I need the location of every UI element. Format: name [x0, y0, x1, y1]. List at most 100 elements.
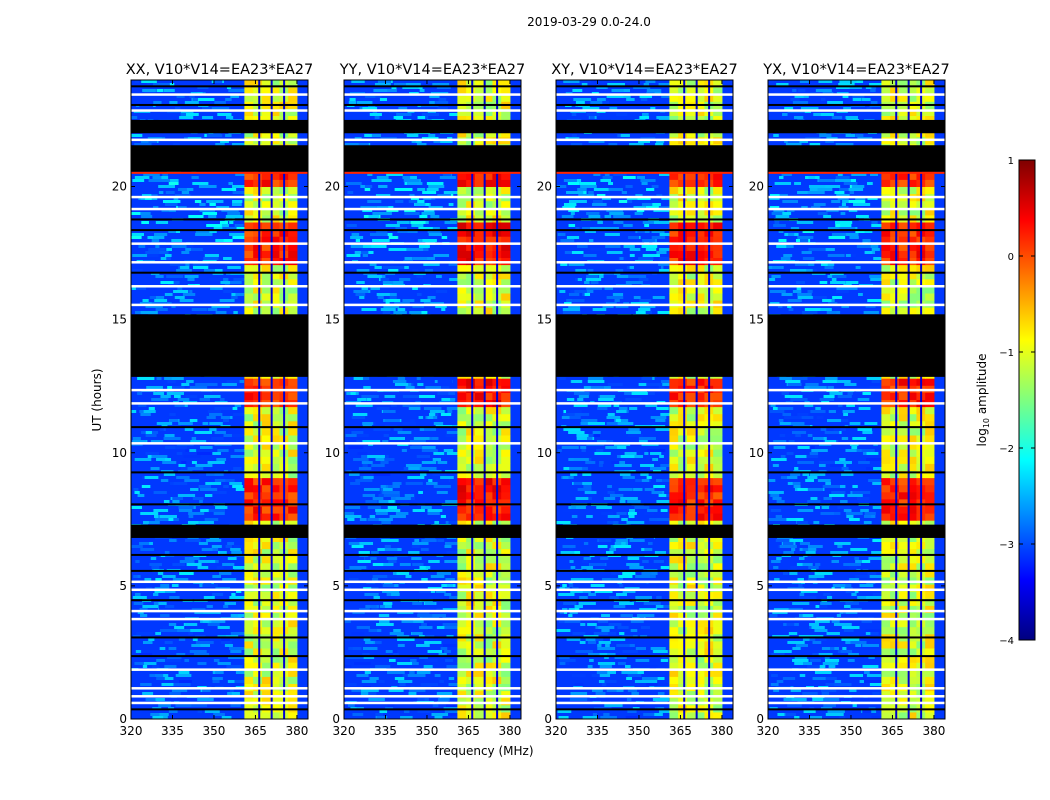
rfi-band-cell	[270, 449, 280, 457]
rfi-band-cell	[669, 392, 679, 400]
noise-speckle	[400, 80, 405, 83]
noise-speckle	[204, 395, 221, 398]
noise-speckle	[408, 404, 421, 407]
rfi-band-cell	[713, 449, 723, 457]
noise-speckle	[822, 380, 837, 383]
noise-speckle	[376, 230, 388, 233]
rfi-band-cell	[669, 87, 679, 95]
rfi-band-cell	[253, 115, 263, 124]
noise-speckle	[432, 704, 439, 707]
noise-speckle	[782, 200, 798, 203]
rfi-band-cell	[270, 662, 280, 670]
rfi-band-cell	[713, 200, 723, 209]
noise-speckle	[835, 290, 849, 293]
rfi-band-cell	[695, 648, 705, 656]
noise-speckle	[180, 266, 190, 269]
noise-speckle	[387, 704, 395, 707]
noise-speckle	[801, 311, 818, 314]
noise-speckle	[380, 89, 397, 92]
noise-speckle	[787, 140, 800, 143]
noise-speckle	[229, 482, 242, 485]
rfi-band-cell	[695, 278, 705, 287]
noise-speckle	[627, 434, 644, 437]
noise-speckle	[558, 716, 569, 719]
noise-speckle	[575, 650, 593, 653]
noise-speckle	[397, 662, 412, 665]
noise-speckle	[636, 704, 645, 707]
rfi-band-cell	[713, 463, 723, 471]
rfi-band-cell	[695, 179, 705, 187]
noise-speckle	[185, 623, 198, 626]
rfi-band-cell	[244, 541, 254, 550]
rfi-band-cell	[678, 250, 688, 258]
noise-speckle	[182, 245, 194, 248]
noise-speckle	[419, 89, 425, 92]
noise-speckle	[232, 185, 248, 188]
noise-speckle	[571, 113, 577, 116]
rfi-band-cell	[669, 222, 679, 230]
rfi-band-cell	[261, 562, 272, 571]
noise-speckle	[231, 593, 236, 596]
noise-speckle	[608, 521, 619, 524]
noise-speckle	[815, 407, 821, 410]
rfi-band-cell	[261, 271, 272, 280]
rfi-band-cell	[261, 229, 272, 237]
noise-speckle	[588, 239, 594, 242]
rfi-band-cell	[678, 406, 688, 415]
rfi-band-cell	[678, 392, 688, 400]
rfi-band-cell	[466, 456, 476, 464]
rfi-band-cell	[695, 442, 705, 450]
rfi-band-cell	[483, 690, 493, 699]
noise-speckle	[642, 239, 656, 242]
noise-speckle	[857, 428, 872, 431]
noise-speckle	[206, 224, 222, 227]
rfi-band-cell	[474, 229, 485, 237]
noise-speckle	[871, 224, 887, 227]
noise-speckle	[568, 263, 585, 266]
noise-speckle	[816, 416, 824, 419]
noise-speckle	[375, 518, 393, 521]
flagged-line	[556, 348, 733, 351]
noise-speckle	[571, 380, 583, 383]
rfi-band-cell	[686, 222, 697, 230]
noise-speckle	[426, 188, 439, 191]
noise-speckle	[604, 680, 617, 683]
noise-speckle	[156, 377, 162, 380]
rfi-band-cell	[457, 435, 467, 443]
noise-speckle	[585, 278, 602, 281]
rfi-band-cell	[288, 662, 298, 670]
noise-speckle	[384, 458, 395, 461]
rfi-band-cell	[474, 562, 485, 571]
noise-speckle	[562, 608, 568, 611]
rfi-band-cell	[244, 413, 254, 422]
noise-speckle	[606, 422, 619, 425]
noise-speckle	[787, 209, 795, 212]
noise-speckle	[438, 698, 450, 701]
noise-speckle	[568, 293, 580, 296]
rfi-band-cell	[695, 541, 705, 550]
noise-speckle	[606, 296, 624, 299]
noise-speckle	[219, 299, 235, 302]
noise-speckle	[166, 392, 184, 395]
rfi-band-cell	[270, 548, 280, 557]
noise-speckle	[562, 311, 581, 314]
noise-speckle	[362, 107, 378, 110]
rfi-band-cell	[669, 442, 679, 450]
rfi-band-cell	[270, 669, 280, 677]
rfi-band-cell	[457, 413, 467, 422]
noise-speckle	[420, 548, 429, 551]
noise-speckle	[607, 383, 623, 386]
noise-speckle	[660, 464, 675, 467]
noise-speckle	[393, 116, 404, 119]
noise-speckle	[365, 500, 378, 503]
noise-speckle	[347, 518, 355, 521]
noise-speckle	[132, 254, 148, 257]
noise-speckle	[444, 560, 461, 563]
noise-speckle	[388, 248, 407, 251]
rfi-band-cell	[270, 172, 280, 180]
noise-speckle	[204, 254, 219, 257]
noise-speckle	[771, 275, 781, 278]
noise-speckle	[430, 197, 436, 200]
rfi-band-cell	[474, 406, 485, 415]
noise-speckle	[410, 176, 417, 179]
